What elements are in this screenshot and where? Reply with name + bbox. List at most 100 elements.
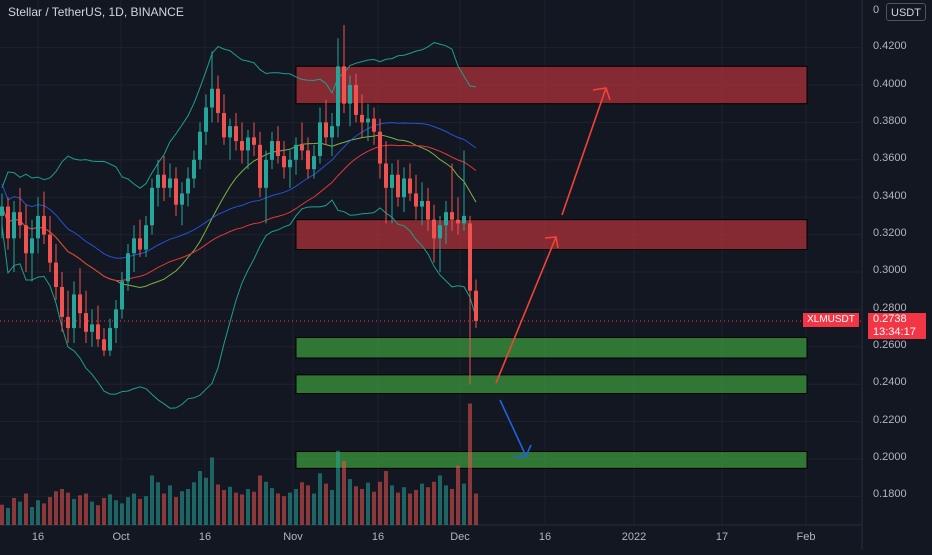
price-tick: 0.1800 bbox=[873, 488, 907, 500]
volume-bar bbox=[426, 487, 430, 525]
candle-body bbox=[396, 174, 400, 198]
volume-bar bbox=[348, 479, 352, 525]
candle-body bbox=[198, 131, 202, 160]
volume-bar bbox=[432, 481, 436, 525]
candle-body bbox=[468, 223, 472, 291]
volume-bar bbox=[450, 489, 454, 525]
volume-bar bbox=[144, 496, 148, 525]
volume-bar bbox=[318, 473, 322, 525]
candle-body bbox=[270, 141, 274, 160]
volume-bar bbox=[354, 486, 358, 525]
volume-bar bbox=[414, 489, 418, 525]
volume-bar bbox=[84, 493, 88, 525]
bar-countdown: 13:34:17 bbox=[873, 326, 916, 338]
volume-bar bbox=[378, 481, 382, 525]
candle-body bbox=[84, 313, 88, 332]
time-tick: Feb bbox=[796, 531, 816, 543]
volume-bar bbox=[54, 491, 58, 525]
candle-body bbox=[336, 66, 340, 127]
volume-bar bbox=[360, 489, 364, 525]
volume-bar bbox=[462, 483, 466, 525]
candle-body bbox=[276, 141, 280, 157]
volume-bar bbox=[246, 489, 250, 525]
candle-body bbox=[174, 178, 178, 205]
volume-bar bbox=[174, 497, 178, 525]
candle-body bbox=[168, 178, 172, 188]
volume-bar bbox=[216, 484, 220, 525]
volume-bar bbox=[150, 475, 154, 525]
volume-bar bbox=[132, 493, 136, 525]
candle-body bbox=[330, 126, 334, 138]
candle-body bbox=[378, 131, 382, 164]
price-tick: 0 bbox=[873, 4, 880, 16]
volume-bar bbox=[228, 486, 232, 525]
volume-bar bbox=[126, 497, 130, 525]
volume-bar bbox=[168, 485, 172, 525]
volume-bar bbox=[66, 492, 70, 525]
price-tick: 0.3200 bbox=[873, 227, 907, 239]
candle-body bbox=[300, 144, 304, 151]
volume-bar bbox=[120, 503, 124, 525]
volume-bar bbox=[78, 495, 82, 525]
candle-body bbox=[78, 294, 82, 314]
volume-bar bbox=[402, 487, 406, 525]
candle-body bbox=[24, 225, 28, 254]
supply-zone bbox=[295, 65, 808, 105]
candle-body bbox=[258, 144, 262, 188]
time-tick: 16 bbox=[198, 531, 212, 543]
volume-bar bbox=[234, 492, 238, 525]
time-tick: Dec bbox=[450, 531, 470, 543]
candle-body bbox=[228, 126, 232, 138]
volume-bar bbox=[456, 465, 460, 525]
volume-bar bbox=[384, 471, 388, 525]
volume-bar bbox=[390, 485, 394, 525]
candle-body bbox=[60, 286, 64, 317]
volume-bar bbox=[138, 498, 142, 525]
volume-bar bbox=[102, 498, 106, 525]
volume-bar bbox=[240, 494, 244, 525]
candle-body bbox=[54, 262, 58, 287]
candle-body bbox=[132, 238, 136, 254]
candle-body bbox=[402, 178, 406, 198]
volume-bar bbox=[192, 482, 196, 525]
volume-bar bbox=[468, 403, 472, 525]
price-tick: 0.4000 bbox=[873, 78, 907, 90]
time-tick: 16 bbox=[538, 531, 552, 543]
candle-body bbox=[444, 212, 448, 226]
projection-arrowhead bbox=[544, 236, 559, 249]
currency-button[interactable]: USDT bbox=[886, 3, 926, 21]
candle-body bbox=[18, 212, 22, 226]
volume-bar bbox=[180, 491, 184, 525]
volume-bar bbox=[474, 493, 478, 525]
candle-body bbox=[234, 126, 238, 142]
volume-bar bbox=[12, 498, 16, 525]
price-tick: 0.4200 bbox=[873, 40, 907, 52]
candle-body bbox=[204, 107, 208, 132]
candle-body bbox=[318, 122, 322, 157]
candle-body bbox=[72, 294, 76, 329]
candle-body bbox=[108, 328, 112, 351]
candle-body bbox=[186, 178, 190, 194]
candle-body bbox=[66, 316, 70, 329]
candle-body bbox=[390, 174, 394, 188]
candle-body bbox=[438, 225, 442, 239]
last-price-label: 0.2738 13:34:17 bbox=[868, 313, 926, 339]
candle-body bbox=[462, 215, 466, 224]
volume-bar bbox=[186, 489, 190, 525]
projection-arrow-up bbox=[495, 236, 557, 384]
candle-body bbox=[240, 141, 244, 151]
candle-body bbox=[360, 114, 364, 123]
candle-body bbox=[180, 193, 184, 205]
volume-bar bbox=[114, 500, 118, 525]
bollinger-lower bbox=[1, 199, 477, 409]
time-tick: Nov bbox=[283, 531, 303, 543]
volume-bar bbox=[420, 483, 424, 525]
volume-bar bbox=[306, 485, 310, 525]
volume-bar bbox=[330, 489, 334, 525]
candle-body bbox=[138, 238, 142, 250]
price-tick: 0.2600 bbox=[873, 339, 907, 351]
candle-body bbox=[144, 225, 148, 250]
volume-bar bbox=[372, 491, 376, 525]
